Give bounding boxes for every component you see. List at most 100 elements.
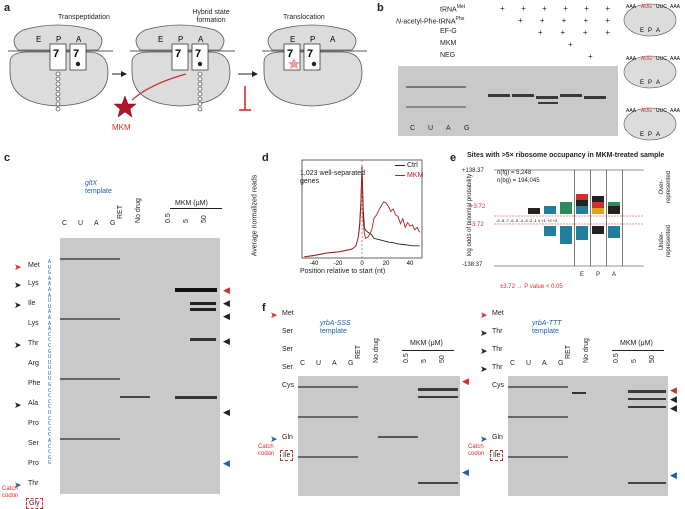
svg-text:P: P: [648, 80, 652, 86]
panel-d-xlabel: Position relative to start (nt): [300, 268, 386, 275]
step-hybrid: Hybrid state formation: [192, 9, 230, 24]
svg-text:P: P: [310, 35, 315, 44]
ribosome-3: E P A 7 7: [262, 24, 367, 107]
panel-d-label: d: [262, 152, 269, 164]
svg-text:7: 7: [195, 48, 201, 60]
panel-c-mkm-header: MKM (μM): [175, 200, 208, 207]
plus-grid: + + + + + + + + + + + + + + + + +: [500, 4, 610, 61]
panel-c-lane-labels: C U A G RET No drug 0.5 5 50: [62, 198, 208, 227]
panel-b-label: b: [377, 2, 384, 14]
panel-a-label: a: [4, 2, 11, 14]
panel-f-left-mkm-header: MKM (μM): [410, 340, 443, 347]
panel-e-site-p: P: [596, 272, 601, 278]
panel-d-note: 1,023 well-separated genes: [300, 170, 365, 185]
svg-text:AUG: AUG: [641, 56, 652, 62]
svg-text:UUC: UUC: [656, 4, 667, 10]
chart-d-xtick: -40: [310, 261, 319, 267]
panel-d-chart: -40 -20 0 20 40: [301, 159, 423, 267]
svg-text:A: A: [656, 132, 660, 138]
svg-text:E: E: [36, 35, 41, 44]
panel-e-ybot: -138.37: [462, 262, 483, 268]
panel-a-diagram: E P A 7 7 E P A 7 7 MKM E P A 7 7: [8, 24, 367, 132]
panel-c-gel: [60, 238, 220, 494]
panel-e-title: Sites with >5× ribosome occupancy in MKM…: [467, 152, 665, 159]
panel-f-left-arrows: ◀ ◀: [462, 376, 469, 477]
svg-text:7: 7: [307, 48, 313, 60]
panel-e-footnote: ±3.72 → P value < 0.05: [500, 284, 563, 290]
row-mkm: MKM: [440, 40, 457, 47]
lane-u-b: U: [428, 125, 434, 132]
panel-f-left-gel: [298, 376, 460, 496]
panel-f-right-mkm-header: MKM (μM): [620, 340, 653, 347]
chart-d-xtick: -20: [334, 261, 343, 267]
panel-c-catch-label: Catch codon: [2, 486, 19, 499]
panel-e-over: Over-represented: [659, 170, 672, 204]
svg-text:UUC: UUC: [656, 56, 667, 62]
svg-text:E: E: [640, 80, 644, 86]
step-transpeptidation: Transpeptidation: [58, 14, 110, 21]
step-translocation: Translocation: [283, 14, 325, 21]
svg-text:AAA: AAA: [626, 4, 637, 10]
svg-text:P: P: [648, 132, 652, 138]
panel-f-right-arrows: ◀ ◀ ◀ ◀: [670, 385, 677, 480]
svg-text:AUG: AUG: [641, 4, 652, 10]
ribosome-2: E P A 7 7: [113, 24, 235, 118]
chart-d-series-mkm: [304, 169, 421, 258]
lane-c-b: C: [410, 125, 416, 132]
panel-f-right-template: yrbA-TTT template: [532, 320, 562, 335]
panel-f-right-catch: Catch codon: [468, 444, 485, 457]
svg-text:E: E: [640, 28, 644, 34]
panel-f-left-lane-labels: C U A G RET No drug 0.5 5 50: [300, 338, 446, 367]
svg-text:A: A: [330, 35, 336, 44]
panel-e-logo: -9 -8 -7 -6 -5 -4 -3 -2 -1 0 +1 +2 +3: [494, 169, 644, 267]
row-trna-met: tRNAMet: [440, 4, 466, 14]
chart-d-xtick: 40: [407, 261, 414, 267]
svg-text:A: A: [656, 28, 660, 34]
panel-c-label: c: [4, 152, 11, 164]
svg-text:7: 7: [53, 48, 59, 60]
svg-text:7: 7: [73, 48, 79, 60]
svg-text:AAA: AAA: [626, 108, 637, 114]
chart-d-xtick: 0: [360, 261, 364, 267]
svg-text:A: A: [198, 35, 204, 44]
panel-f-right-gel: [508, 376, 668, 496]
panel-d-ylabel: Average normalized reads: [251, 174, 259, 257]
svg-text:7: 7: [175, 48, 181, 60]
svg-text:-9 -8 -7 -6 -5 -4 -3 -2 -1 0: -9 -8 -7 -6 -5 -4 -3 -2 -1 0 +1 +2 +3: [496, 218, 558, 223]
panel-e-thr-pos: +3.72: [470, 204, 486, 210]
panel-e-label: e: [450, 152, 457, 164]
panel-f-right-lane-labels: C U A G RET No drug 0.5 5 50: [510, 338, 656, 367]
svg-text:AAA: AAA: [670, 4, 681, 10]
panel-e-nfg: n(fg) = 5,248: [497, 170, 532, 176]
panel-e-nbg: n(bg) = 194,045: [497, 178, 540, 184]
mkm-label: MKM: [112, 123, 131, 132]
row-neg: NEG: [440, 52, 456, 59]
panel-e-site-a: A: [612, 272, 617, 278]
panel-c-sequence: A U G A A A A U U A A A A C C C G U U U …: [48, 259, 52, 467]
svg-text:7: 7: [287, 48, 293, 60]
svg-text:AAA: AAA: [626, 56, 637, 62]
svg-text:A: A: [656, 80, 660, 86]
panel-d-legend-ctrl: Ctrl: [395, 162, 418, 169]
lane-g-b: G: [464, 125, 470, 132]
panel-e-thr-neg: -3.72: [470, 222, 484, 228]
panel-e-under: Under-represented: [659, 224, 672, 258]
panel-c-template: gltX template: [85, 180, 112, 195]
row-trna-phe: N-acetyl-Phe-tRNAPhe: [396, 16, 465, 26]
svg-text:E: E: [640, 132, 644, 138]
ribosome-1: E P A 7 7: [8, 24, 113, 112]
chart-d-xtick: 20: [383, 261, 390, 267]
panel-e-site-e: E: [580, 272, 585, 278]
svg-text:AAA: AAA: [670, 108, 681, 114]
svg-text:UUC: UUC: [656, 108, 667, 114]
panel-d-legend-mkm: MKM: [395, 172, 423, 179]
svg-text:AUG: AUG: [641, 108, 652, 114]
svg-text:P: P: [56, 35, 61, 44]
svg-text:E: E: [290, 35, 295, 44]
panel-f-label: f: [262, 302, 266, 314]
svg-text:P: P: [648, 28, 652, 34]
panel-b-gel: [398, 66, 618, 136]
lane-a-b: A: [446, 125, 451, 132]
svg-text:A: A: [76, 35, 82, 44]
